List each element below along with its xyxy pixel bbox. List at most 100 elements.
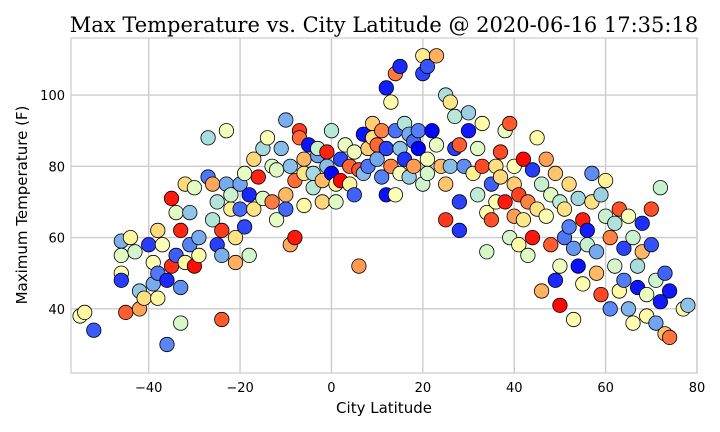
data-point bbox=[205, 176, 221, 192]
data-point bbox=[346, 187, 362, 203]
data-point bbox=[319, 144, 335, 160]
data-point bbox=[200, 130, 216, 146]
data-point bbox=[451, 194, 467, 210]
data-point bbox=[424, 123, 440, 139]
data-point bbox=[223, 187, 239, 203]
data-point bbox=[182, 205, 198, 221]
data-point bbox=[524, 162, 541, 178]
data-point bbox=[378, 140, 394, 157]
data-point bbox=[575, 276, 591, 292]
data-point bbox=[639, 286, 655, 303]
data-point bbox=[214, 311, 230, 328]
data-point bbox=[565, 240, 582, 256]
y-tick-label: 60 bbox=[48, 232, 65, 247]
x-tick-labels: −40 −20 0 20 40 60 80 bbox=[135, 381, 705, 396]
data-point bbox=[460, 123, 477, 139]
data-point bbox=[447, 108, 463, 125]
data-point bbox=[438, 176, 454, 192]
data-point bbox=[268, 212, 285, 228]
data-point bbox=[246, 151, 262, 167]
data-point bbox=[278, 187, 294, 203]
data-point bbox=[387, 187, 403, 203]
data-point bbox=[620, 208, 637, 224]
data-point bbox=[428, 137, 445, 153]
data-point bbox=[661, 283, 678, 299]
data-point bbox=[533, 176, 550, 192]
data-point bbox=[652, 180, 669, 196]
data-point bbox=[579, 222, 595, 238]
data-point bbox=[561, 176, 577, 192]
data-point bbox=[173, 315, 189, 331]
data-point bbox=[543, 237, 559, 253]
data-point bbox=[529, 130, 545, 146]
y-tick-label: 100 bbox=[40, 89, 65, 104]
x-tick-label: −40 bbox=[135, 381, 162, 396]
data-point bbox=[515, 151, 532, 167]
data-point bbox=[282, 158, 298, 174]
data-point bbox=[191, 230, 207, 246]
data-point bbox=[410, 140, 426, 157]
data-point bbox=[136, 290, 152, 306]
x-tick-label: −20 bbox=[226, 381, 253, 396]
data-point bbox=[602, 301, 618, 317]
data-point bbox=[383, 94, 399, 110]
data-point bbox=[497, 194, 513, 210]
data-point bbox=[154, 237, 170, 253]
data-point bbox=[680, 297, 696, 313]
data-point bbox=[451, 222, 467, 238]
data-point bbox=[369, 151, 385, 167]
x-tick-label: 80 bbox=[689, 381, 706, 396]
data-point bbox=[474, 115, 490, 132]
data-point bbox=[374, 169, 390, 185]
data-point bbox=[346, 144, 362, 160]
data-point bbox=[186, 180, 202, 196]
data-point bbox=[419, 165, 435, 181]
data-point bbox=[159, 272, 175, 288]
data-point bbox=[515, 212, 532, 228]
y-tick-labels: 40 60 80 100 bbox=[40, 89, 65, 318]
data-point bbox=[620, 301, 637, 317]
data-point bbox=[556, 201, 573, 217]
chart-title: Max Temperature vs. City Latitude @ 2020… bbox=[70, 13, 698, 37]
data-point bbox=[264, 194, 280, 210]
data-point bbox=[351, 258, 367, 274]
data-point bbox=[552, 258, 568, 274]
data-point bbox=[127, 244, 143, 260]
data-point bbox=[570, 258, 586, 274]
data-point bbox=[616, 240, 632, 256]
data-point bbox=[520, 247, 536, 263]
data-point bbox=[597, 173, 614, 189]
data-point bbox=[451, 137, 467, 153]
y-axis-label: Maximum Temperature (F) bbox=[13, 106, 31, 305]
data-point bbox=[616, 272, 632, 288]
data-point bbox=[374, 123, 390, 139]
data-point bbox=[593, 187, 609, 203]
data-point bbox=[410, 123, 426, 139]
data-point bbox=[602, 230, 618, 246]
data-point bbox=[593, 286, 609, 303]
data-point bbox=[296, 151, 312, 167]
data-point bbox=[113, 272, 129, 288]
data-point bbox=[657, 265, 673, 281]
data-point bbox=[209, 194, 225, 210]
data-point bbox=[122, 230, 138, 246]
plot-area bbox=[70, 37, 698, 374]
data-point bbox=[287, 230, 303, 246]
data-point bbox=[643, 237, 659, 253]
x-tick-label: 40 bbox=[506, 381, 523, 396]
data-point bbox=[470, 187, 486, 203]
data-point bbox=[547, 272, 564, 288]
data-point bbox=[173, 279, 189, 296]
data-point bbox=[474, 158, 490, 174]
data-point bbox=[250, 169, 266, 185]
data-point bbox=[643, 201, 659, 217]
data-point bbox=[538, 151, 554, 167]
data-point bbox=[584, 165, 600, 181]
data-point bbox=[607, 258, 623, 274]
data-point bbox=[237, 165, 253, 181]
y-tick-label: 40 bbox=[48, 303, 65, 318]
data-points bbox=[72, 48, 696, 353]
data-point bbox=[648, 315, 664, 331]
data-point bbox=[273, 140, 289, 157]
